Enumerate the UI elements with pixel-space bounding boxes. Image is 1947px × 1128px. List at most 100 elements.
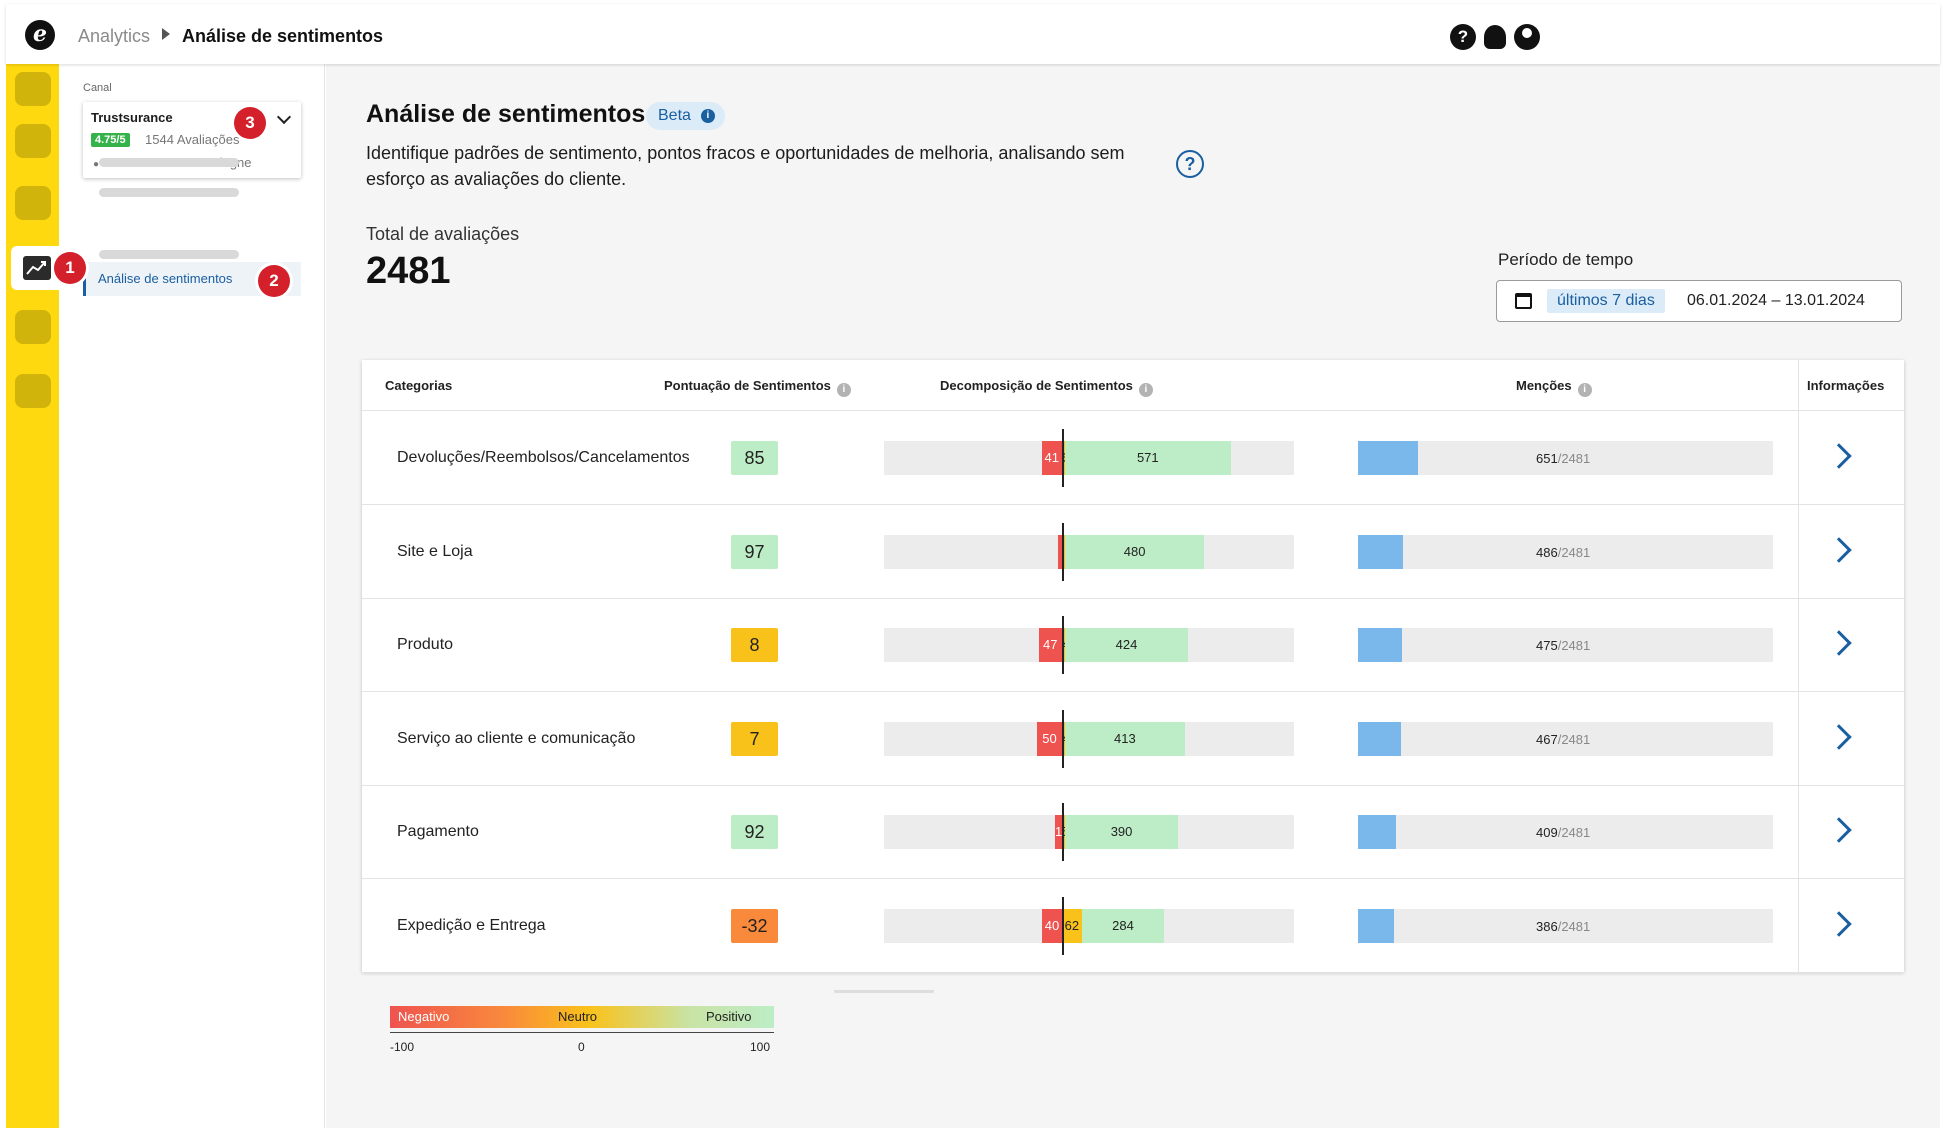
nav-placeholder-1[interactable]: [99, 158, 239, 167]
mentions-text: 386/2481: [1536, 919, 1590, 934]
negative-segment: [1058, 534, 1062, 569]
mentions-count: 409: [1536, 825, 1558, 840]
mentions-text: 409/2481: [1536, 825, 1590, 840]
mentions-bar: 475/2481: [1358, 628, 1773, 662]
beta-badge: Beta i: [646, 102, 725, 130]
user-icon[interactable]: [1514, 24, 1540, 50]
nav-placeholder-3[interactable]: [99, 250, 239, 259]
mentions-total: /2481: [1557, 638, 1591, 653]
mentions-fill: [1358, 628, 1402, 662]
negative-segment: 40: [1042, 908, 1062, 943]
mentions-text: 467/2481: [1536, 732, 1590, 747]
table-row[interactable]: Site e Loja 97 480 486/2481: [362, 505, 1904, 599]
zero-line: [1062, 522, 1064, 581]
category-name: Pagamento: [397, 823, 479, 840]
mentions-total: /2481: [1557, 825, 1591, 840]
legend-positive: Positivo: [706, 1009, 752, 1024]
beta-label: Beta: [658, 107, 691, 124]
category-name: Serviço ao cliente e comunicação: [397, 729, 636, 747]
info-icon[interactable]: i: [700, 109, 715, 123]
chevron-right-icon[interactable]: [1826, 817, 1852, 843]
location-pin-icon: ●: [93, 159, 100, 170]
positive-segment: 413: [1065, 721, 1185, 756]
negative-segment: 50: [1037, 721, 1062, 756]
chevron-right-icon[interactable]: [1826, 723, 1852, 750]
date-range-picker[interactable]: últimos 7 dias 06.01.2024 – 13.01.2024: [1496, 280, 1902, 322]
negative-segment: 47: [1038, 628, 1062, 662]
mentions-count: 475: [1536, 638, 1558, 653]
table-row[interactable]: Produto 8 474424 475/2481: [362, 598, 1904, 692]
period-preset-tag[interactable]: últimos 7 dias: [1547, 289, 1665, 313]
table-row[interactable]: Pagamento 92 145390 409/2481: [362, 785, 1904, 879]
header-score: Pontuação de Sentimentos i: [664, 378, 851, 397]
app-rail: [6, 64, 59, 1128]
breadcrumb-separator-icon: [162, 28, 170, 40]
mentions-total: /2481: [1557, 918, 1591, 934]
positive-segment: 284: [1081, 908, 1165, 943]
legend-neutral: Neutro: [558, 1009, 598, 1024]
table-row[interactable]: Devoluções/Reembolsos/Cancelamentos85416…: [362, 411, 1904, 505]
header-info: Informações: [1807, 378, 1885, 393]
negative-segment: 14: [1055, 815, 1062, 849]
chevron-down-icon[interactable]: [276, 109, 292, 125]
positive-segment: 424: [1065, 628, 1188, 662]
nav-placeholder-2[interactable]: [99, 188, 239, 197]
info-icon[interactable]: i: [836, 383, 851, 397]
category-name: Produto: [397, 636, 454, 653]
marker-2: 2: [258, 265, 290, 297]
chevron-right-icon[interactable]: [1826, 910, 1852, 937]
chevron-right-icon[interactable]: [1826, 443, 1852, 469]
negative-segment: 41: [1041, 441, 1062, 475]
channel-name: Trustsurance: [91, 110, 173, 125]
table-row[interactable]: Expedição e Entrega -32 40 62 284 386/2481: [362, 879, 1904, 973]
sentiment-score-badge: -32: [731, 908, 778, 943]
header-mentions: Menções i: [1516, 378, 1592, 397]
mentions-text: 475/2481: [1536, 638, 1590, 653]
page-title: Análise de sentimentos: [366, 100, 646, 128]
bell-icon[interactable]: [1484, 25, 1506, 49]
legend-max: 100: [750, 1040, 771, 1054]
chevron-right-icon[interactable]: [1826, 630, 1852, 656]
sentiment-decomposition-bar: 504413: [884, 721, 1294, 756]
header-mentions-label: Menções: [1516, 378, 1572, 393]
positive-segment: 480: [1065, 534, 1205, 569]
rail-button-1[interactable]: [15, 72, 51, 106]
legend-min: -100: [390, 1040, 415, 1054]
rail-button-6[interactable]: [15, 374, 51, 408]
breadcrumb-current: Análise de sentimentos: [182, 26, 384, 46]
sentiment-decomposition-bar: 474424: [884, 628, 1294, 662]
rail-button-3[interactable]: [15, 186, 51, 220]
mentions-count: 651: [1536, 451, 1558, 466]
scroll-indicator[interactable]: [834, 990, 934, 993]
rail-button-5[interactable]: [15, 310, 51, 344]
info-icon[interactable]: i: [1138, 383, 1153, 397]
header-categories: Categorias: [385, 378, 452, 393]
help-circle-icon[interactable]: ?: [1176, 150, 1204, 178]
rail-button-2[interactable]: [15, 124, 51, 158]
canal-label: Canal: [83, 82, 112, 94]
positive-segment: 390: [1065, 815, 1179, 849]
sentiment-decomposition-bar: 480: [884, 534, 1294, 569]
legend-axis: [390, 1032, 774, 1033]
logo-icon[interactable]: e: [25, 20, 55, 50]
help-icon[interactable]: ?: [1450, 24, 1476, 50]
breadcrumb-analytics[interactable]: Analytics: [78, 26, 151, 46]
sentiment-score-badge: 8: [731, 628, 778, 662]
info-icon[interactable]: i: [1577, 383, 1592, 397]
table-row[interactable]: Serviço ao cliente e comunicação75044134…: [362, 692, 1904, 786]
mentions-bar: 409/2481: [1358, 815, 1773, 849]
sentiment-table: Categorias Pontuação de Sentimentos i Dec…: [362, 360, 1904, 973]
sentiment-score-badge: 92: [731, 815, 778, 849]
mentions-count: 467: [1536, 731, 1558, 747]
zero-line: [1062, 803, 1064, 861]
sentiment-score-badge: 97: [731, 534, 778, 569]
positive-segment: 571: [1065, 441, 1231, 475]
mentions-text: 651/2481: [1536, 451, 1590, 466]
mentions-total: /2481: [1557, 731, 1591, 747]
legend-negative: Negativo: [398, 1009, 450, 1024]
period-dates: 06.01.2024 – 13.01.2024: [1687, 292, 1865, 309]
category-name: Site e Loja: [397, 542, 473, 560]
mentions-total: /2481: [1557, 544, 1591, 560]
marker-3: 3: [234, 107, 266, 139]
chevron-right-icon[interactable]: [1826, 536, 1852, 563]
